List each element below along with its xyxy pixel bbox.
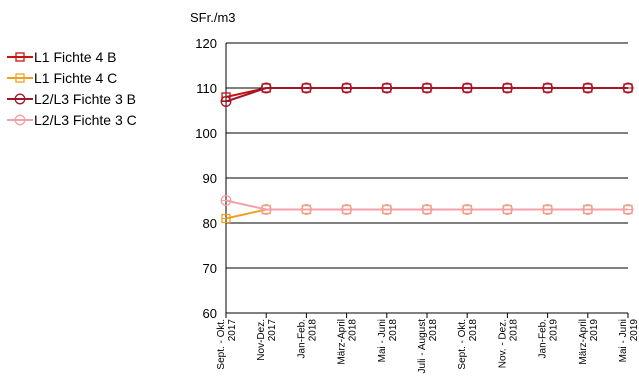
y-axis-label: SFr./m3	[190, 10, 236, 25]
x-tick-label-line: 2018	[388, 319, 399, 342]
svg-text:Juli - August2018: Juli - August2018	[417, 319, 439, 374]
x-tick-label-line: 2018	[428, 319, 439, 342]
x-tick-label: Mai - Juni2019	[618, 319, 639, 363]
y-tick-label: 120	[195, 36, 217, 51]
x-tick-label: März-April2018	[337, 319, 359, 365]
x-tick-label-line: Juli - August	[417, 319, 428, 374]
x-tick-label-line: 2018	[508, 319, 519, 342]
x-tick-label: Jan-Feb.2019	[538, 319, 560, 359]
x-tick-label-line: Mai - Juni	[618, 319, 629, 362]
x-tick-label: Sept. - Okt.2018	[457, 319, 479, 370]
legend-label: L2/L3 Fichte 3 B	[34, 91, 136, 107]
x-tick-label-line: 2018	[348, 319, 359, 342]
x-tick-label: Sept. - Okt.2017	[216, 319, 238, 370]
svg-text:Jan-Feb.2019: Jan-Feb.2019	[538, 319, 560, 359]
series-lines	[220, 82, 634, 224]
svg-text:Mai - Juni2019: Mai - Juni2019	[618, 319, 639, 363]
y-tick-label: 90	[203, 171, 217, 186]
x-tick-label-line: Sept. - Okt.	[216, 319, 227, 370]
x-tick-label: Juli - August2018	[417, 319, 439, 374]
x-tick-label-line: Mai - Juni	[377, 319, 388, 362]
series-3	[220, 82, 634, 107]
series-4	[220, 195, 634, 215]
y-tick-label: 100	[195, 126, 217, 141]
x-tick-label-line: 2018	[468, 319, 479, 342]
x-tick-label-line: 2018	[307, 319, 318, 342]
x-tick-label-line: 2017	[227, 319, 238, 342]
x-tick-label: März-April2019	[578, 319, 600, 365]
x-tick-label-line: März-April	[337, 319, 348, 365]
svg-text:Mai - Juni2018: Mai - Juni2018	[377, 319, 399, 363]
legend: L1 Fichte 4 B L1 Fichte 4 C L2/L3 Fichte 3…	[7, 49, 137, 128]
series-line	[225, 87, 628, 103]
y-tick-label: 80	[203, 216, 217, 231]
legend-item: L2/L3 Fichte 3 B	[7, 91, 136, 107]
svg-text:März-April2019: März-April2019	[578, 319, 600, 365]
svg-text:Jan-Feb.2018: Jan-Feb.2018	[296, 319, 318, 359]
x-tick-label-line: März-April	[578, 319, 589, 365]
x-tick-label-line: 2017	[267, 319, 278, 342]
svg-text:März-April2018: März-April2018	[337, 319, 359, 365]
x-tick-label-line: 2019	[629, 319, 639, 342]
legend-label: L1 Fichte 4 B	[34, 49, 117, 65]
x-tick-label-line: 2019	[549, 319, 560, 342]
legend-item: L2/L3 Fichte 3 C	[7, 112, 137, 128]
x-tick-label-line: Nov-Dez.	[256, 319, 267, 361]
legend-label: L2/L3 Fichte 3 C	[34, 112, 137, 128]
x-tick-labels: Sept. - Okt.2017 Nov-Dez.2017 Jan-Feb.2018…	[216, 319, 639, 374]
y-tick-label: 60	[203, 306, 217, 321]
x-tick-label: Jan-Feb.2018	[296, 319, 318, 359]
y-tick-label: 110	[196, 81, 217, 96]
x-tick-label-line: Nov. - Dez.	[497, 319, 508, 368]
x-tick-label-line: Sept. - Okt.	[457, 319, 468, 370]
svg-text:Nov-Dez.2017: Nov-Dez.2017	[256, 319, 278, 361]
legend-item: L1 Fichte 4 C	[7, 70, 117, 86]
x-tick-label: Mai - Juni2018	[377, 319, 399, 363]
legend-label: L1 Fichte 4 C	[34, 70, 117, 86]
x-tick-label-line: Jan-Feb.	[538, 319, 549, 358]
y-tick-labels: 60 70 80 90 100 110 120	[195, 36, 217, 321]
svg-text:Nov. - Dez.2018: Nov. - Dez.2018	[497, 319, 519, 369]
x-tick-label-line: 2019	[589, 319, 600, 342]
x-tick-label: Nov-Dez.2017	[256, 319, 278, 361]
legend-item: L1 Fichte 4 B	[7, 49, 117, 65]
x-tick-label: Nov. - Dez.2018	[497, 319, 519, 369]
svg-text:Sept. - Okt.2017: Sept. - Okt.2017	[216, 319, 238, 370]
x-tick-label-line: Jan-Feb.	[296, 319, 307, 358]
y-tick-label: 70	[203, 261, 217, 276]
svg-text:Sept. - Okt.2018: Sept. - Okt.2018	[457, 319, 479, 370]
